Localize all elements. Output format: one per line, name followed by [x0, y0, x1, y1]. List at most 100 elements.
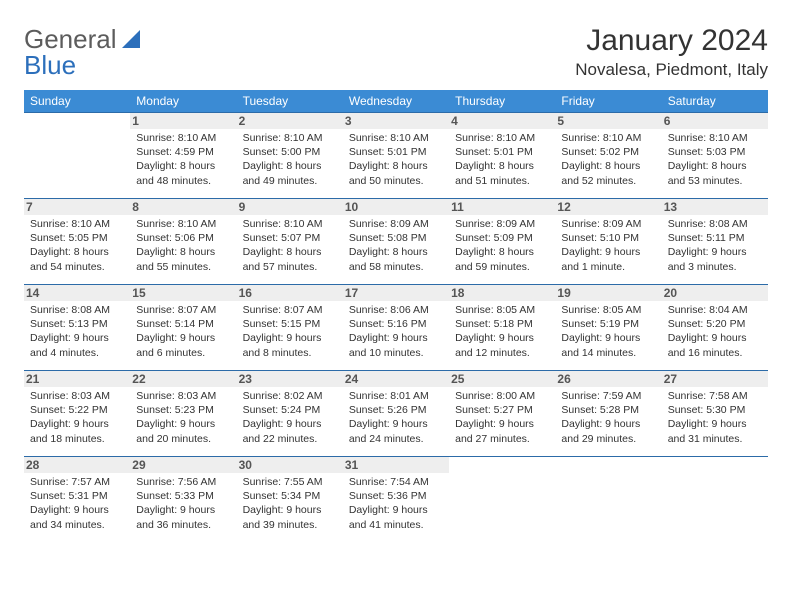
day-details: Sunrise: 8:10 AMSunset: 5:01 PMDaylight:…	[455, 131, 549, 188]
day-number: 18	[449, 285, 555, 301]
day-cell: 27 Sunrise: 7:58 AMSunset: 5:30 PMDayligh…	[662, 371, 768, 457]
day-cell: 7 Sunrise: 8:10 AMSunset: 5:05 PMDaylight…	[24, 199, 130, 285]
day-details: Sunrise: 8:10 AMSunset: 5:05 PMDaylight:…	[30, 217, 124, 274]
header: General January 2024 Novalesa, Piedmont,…	[24, 24, 768, 80]
day-cell: 17 Sunrise: 8:06 AMSunset: 5:16 PMDayligh…	[343, 285, 449, 371]
day-details: Sunrise: 8:10 AMSunset: 5:06 PMDaylight:…	[136, 217, 230, 274]
week-row: 28Sunrise: 7:57 AMSunset: 5:31 PMDayligh…	[24, 457, 768, 540]
calendar-table: SundayMondayTuesdayWednesdayThursdayFrid…	[24, 90, 768, 540]
day-cell: 8Sunrise: 8:10 AMSunset: 5:06 PMDaylight…	[130, 199, 236, 285]
day-details: Sunrise: 7:55 AMSunset: 5:34 PMDaylight:…	[243, 475, 337, 532]
day-details: Sunrise: 8:06 AMSunset: 5:16 PMDaylight:…	[349, 303, 443, 360]
day-number: 25	[449, 371, 555, 387]
weekday-thursday: Thursday	[449, 90, 555, 113]
day-cell: 23Sunrise: 8:02 AMSunset: 5:24 PMDayligh…	[237, 371, 343, 457]
day-number: 21	[24, 371, 130, 387]
day-details: Sunrise: 8:05 AMSunset: 5:19 PMDaylight:…	[561, 303, 655, 360]
day-cell: 22Sunrise: 8:03 AMSunset: 5:23 PMDayligh…	[130, 371, 236, 457]
day-details: Sunrise: 8:10 AMSunset: 4:59 PMDaylight:…	[136, 131, 230, 188]
day-details: Sunrise: 8:10 AMSunset: 5:03 PMDaylight:…	[668, 131, 762, 188]
day-number: 5	[555, 113, 661, 129]
day-cell: 26 Sunrise: 7:59 AMSunset: 5:28 PMDayligh…	[555, 371, 661, 457]
week-row: 1 Sunrise: 8:10 AMSunset: 4:59 PMDaylight…	[24, 113, 768, 199]
day-details: Sunrise: 7:59 AMSunset: 5:28 PMDaylight:…	[561, 389, 655, 446]
day-number: 20	[662, 285, 768, 301]
day-number: 19	[555, 285, 661, 301]
day-cell: 28Sunrise: 7:57 AMSunset: 5:31 PMDayligh…	[24, 457, 130, 540]
day-number: 30	[237, 457, 343, 473]
day-number: 3	[343, 113, 449, 129]
weekday-wednesday: Wednesday	[343, 90, 449, 113]
day-details: Sunrise: 8:02 AMSunset: 5:24 PMDaylight:…	[243, 389, 337, 446]
week-row: 7 Sunrise: 8:10 AMSunset: 5:05 PMDaylight…	[24, 199, 768, 285]
day-details: Sunrise: 8:09 AMSunset: 5:09 PMDaylight:…	[455, 217, 549, 274]
day-number: 10	[343, 199, 449, 215]
day-number: 16	[237, 285, 343, 301]
day-cell: 11Sunrise: 8:09 AMSunset: 5:09 PMDayligh…	[449, 199, 555, 285]
day-number: 1	[130, 113, 236, 129]
day-cell: 30 Sunrise: 7:55 AMSunset: 5:34 PMDayligh…	[237, 457, 343, 540]
day-details: Sunrise: 8:01 AMSunset: 5:26 PMDaylight:…	[349, 389, 443, 446]
day-details: Sunrise: 8:07 AMSunset: 5:14 PMDaylight:…	[136, 303, 230, 360]
day-number: 27	[662, 371, 768, 387]
day-number: 2	[237, 113, 343, 129]
day-cell: 3 Sunrise: 8:10 AMSunset: 5:01 PMDaylight…	[343, 113, 449, 199]
day-cell: 20Sunrise: 8:04 AMSunset: 5:20 PMDayligh…	[662, 285, 768, 371]
day-number: 29	[130, 457, 236, 473]
day-cell	[24, 113, 130, 199]
weekday-friday: Friday	[555, 90, 661, 113]
day-details: Sunrise: 7:54 AMSunset: 5:36 PMDaylight:…	[349, 475, 443, 532]
day-number: 14	[24, 285, 130, 301]
day-cell: 16 Sunrise: 8:07 AMSunset: 5:15 PMDayligh…	[237, 285, 343, 371]
day-cell: 4 Sunrise: 8:10 AMSunset: 5:01 PMDaylight…	[449, 113, 555, 199]
day-number: 9	[237, 199, 343, 215]
week-row: 14Sunrise: 8:08 AMSunset: 5:13 PMDayligh…	[24, 285, 768, 371]
day-cell: 18 Sunrise: 8:05 AMSunset: 5:18 PMDayligh…	[449, 285, 555, 371]
day-cell: 19 Sunrise: 8:05 AMSunset: 5:19 PMDayligh…	[555, 285, 661, 371]
day-cell: 15Sunrise: 8:07 AMSunset: 5:14 PMDayligh…	[130, 285, 236, 371]
day-details: Sunrise: 8:07 AMSunset: 5:15 PMDaylight:…	[243, 303, 337, 360]
day-cell: 13 Sunrise: 8:08 AMSunset: 5:11 PMDayligh…	[662, 199, 768, 285]
day-details: Sunrise: 8:10 AMSunset: 5:01 PMDaylight:…	[349, 131, 443, 188]
day-details: Sunrise: 8:10 AMSunset: 5:07 PMDaylight:…	[243, 217, 337, 274]
week-row: 21Sunrise: 8:03 AMSunset: 5:22 PMDayligh…	[24, 371, 768, 457]
day-details: Sunrise: 8:09 AMSunset: 5:10 PMDaylight:…	[561, 217, 655, 274]
day-cell: 12Sunrise: 8:09 AMSunset: 5:10 PMDayligh…	[555, 199, 661, 285]
weekday-saturday: Saturday	[662, 90, 768, 113]
day-details: Sunrise: 8:09 AMSunset: 5:08 PMDaylight:…	[349, 217, 443, 274]
day-cell: 31 Sunrise: 7:54 AMSunset: 5:36 PMDayligh…	[343, 457, 449, 540]
day-number: 7	[24, 199, 130, 215]
day-details: Sunrise: 8:05 AMSunset: 5:18 PMDaylight:…	[455, 303, 549, 360]
day-number: 26	[555, 371, 661, 387]
day-number: 24	[343, 371, 449, 387]
weekday-tuesday: Tuesday	[237, 90, 343, 113]
day-cell	[555, 457, 661, 540]
day-cell: 21Sunrise: 8:03 AMSunset: 5:22 PMDayligh…	[24, 371, 130, 457]
day-number: 13	[662, 199, 768, 215]
day-cell	[449, 457, 555, 540]
day-cell: 2 Sunrise: 8:10 AMSunset: 5:00 PMDaylight…	[237, 113, 343, 199]
day-number: 31	[343, 457, 449, 473]
day-number: 6	[662, 113, 768, 129]
day-cell	[662, 457, 768, 540]
weekday-sunday: Sunday	[24, 90, 130, 113]
day-number: 17	[343, 285, 449, 301]
day-details: Sunrise: 8:00 AMSunset: 5:27 PMDaylight:…	[455, 389, 549, 446]
day-cell: 5 Sunrise: 8:10 AMSunset: 5:02 PMDaylight…	[555, 113, 661, 199]
day-cell: 10 Sunrise: 8:09 AMSunset: 5:08 PMDayligh…	[343, 199, 449, 285]
day-cell: 9 Sunrise: 8:10 AMSunset: 5:07 PMDaylight…	[237, 199, 343, 285]
calendar-body: 1 Sunrise: 8:10 AMSunset: 4:59 PMDaylight…	[24, 113, 768, 540]
day-cell: 24 Sunrise: 8:01 AMSunset: 5:26 PMDayligh…	[343, 371, 449, 457]
day-details: Sunrise: 8:08 AMSunset: 5:11 PMDaylight:…	[668, 217, 762, 274]
day-details: Sunrise: 8:10 AMSunset: 5:02 PMDaylight:…	[561, 131, 655, 188]
day-details: Sunrise: 7:57 AMSunset: 5:31 PMDaylight:…	[30, 475, 124, 532]
day-cell: 1 Sunrise: 8:10 AMSunset: 4:59 PMDaylight…	[130, 113, 236, 199]
day-details: Sunrise: 8:03 AMSunset: 5:23 PMDaylight:…	[136, 389, 230, 446]
day-cell: 29Sunrise: 7:56 AMSunset: 5:33 PMDayligh…	[130, 457, 236, 540]
day-details: Sunrise: 8:10 AMSunset: 5:00 PMDaylight:…	[243, 131, 337, 188]
day-details: Sunrise: 7:58 AMSunset: 5:30 PMDaylight:…	[668, 389, 762, 446]
day-cell: 6 Sunrise: 8:10 AMSunset: 5:03 PMDaylight…	[662, 113, 768, 199]
logo-sail-icon	[122, 30, 144, 50]
day-number: 4	[449, 113, 555, 129]
month-title: January 2024	[575, 24, 768, 58]
